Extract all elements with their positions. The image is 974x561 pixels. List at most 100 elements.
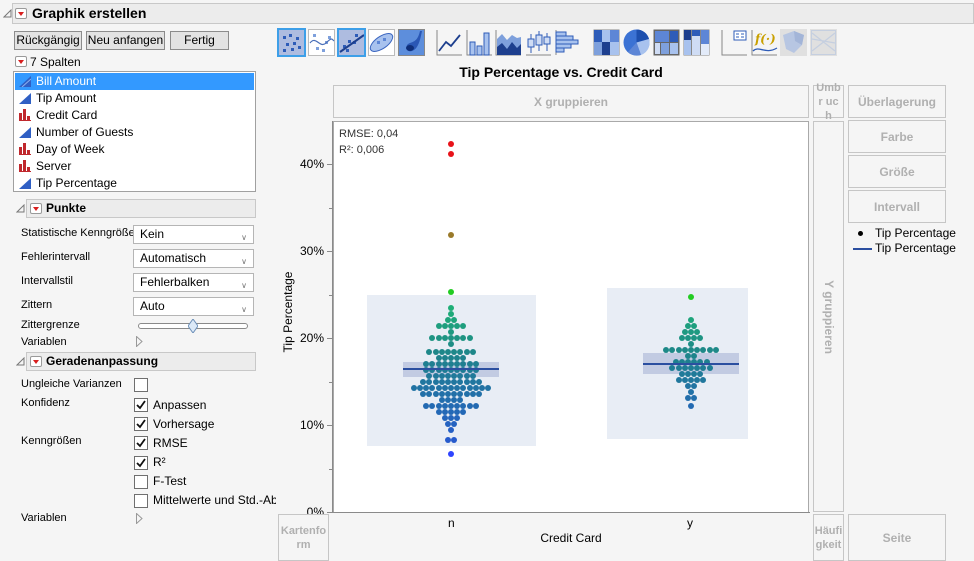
tool-caption-box[interactable]: [721, 29, 748, 56]
tool-points[interactable]: [277, 28, 306, 57]
data-point: [423, 403, 430, 409]
data-point: [448, 367, 454, 373]
unequal-variances-checkbox[interactable]: [134, 378, 148, 392]
tool-formula[interactable]: f(·): [751, 29, 778, 56]
x-axis-title[interactable]: Credit Card: [540, 531, 602, 545]
tool-box-plot[interactable]: [525, 29, 552, 56]
data-point: [441, 403, 448, 409]
r2-checkbox[interactable]: [134, 456, 148, 470]
data-point: [672, 359, 679, 365]
unequal-variances-label: Ungleiche Varianzen: [21, 378, 122, 390]
tool-treemap[interactable]: [653, 29, 680, 56]
column-list[interactable]: Bill Amount Tip Amount Credit Card Numbe…: [13, 71, 256, 192]
color-zone[interactable]: Farbe: [848, 120, 946, 153]
stat-select[interactable]: Kein ∨: [133, 225, 254, 244]
interval-zone[interactable]: Intervall: [848, 190, 946, 223]
column-item-tip-amount[interactable]: Tip Amount: [15, 90, 254, 107]
group-y-zone[interactable]: Y gruppieren: [813, 121, 844, 512]
data-point: [448, 415, 454, 421]
data-point: [688, 347, 694, 353]
data-point: [444, 391, 451, 397]
stats-label: Kenngrößen: [21, 435, 82, 447]
points-panel-header: [26, 199, 256, 218]
red-triangle-menu-icon[interactable]: [15, 8, 27, 19]
means-std-checkbox[interactable]: [134, 494, 148, 508]
r2-checkbox-label: R²: [153, 455, 166, 469]
legend-label-points: Tip Percentage: [875, 226, 956, 240]
data-point: [451, 379, 458, 385]
interval-style-select[interactable]: Fehlerbalken ∨: [133, 273, 254, 292]
expand-triangle-icon[interactable]: [136, 336, 143, 347]
data-point: [681, 377, 688, 383]
column-item-server[interactable]: Server: [15, 158, 254, 175]
points-menu-icon[interactable]: [30, 203, 42, 214]
y-axis-line: [332, 121, 333, 512]
freq-zone[interactable]: Häufi gkeit: [813, 514, 844, 561]
expand-triangle-icon[interactable]: [136, 513, 143, 524]
y-tick: [329, 295, 332, 296]
page-zone[interactable]: Seite: [848, 514, 946, 561]
collapse-triangle-icon[interactable]: [16, 357, 25, 366]
f-test-checkbox[interactable]: [134, 475, 148, 489]
fit-checkbox[interactable]: [134, 398, 148, 412]
data-point: [472, 385, 479, 391]
size-zone[interactable]: Größe: [848, 155, 946, 188]
column-item-day-of-week[interactable]: Day of Week: [15, 141, 254, 158]
data-point: [684, 383, 691, 389]
data-point: [448, 335, 454, 341]
y-tick-label: 30%: [299, 244, 324, 258]
overlay-zone[interactable]: Überlagerung: [848, 85, 946, 118]
y-tick-label: 20%: [299, 331, 324, 345]
restart-button[interactable]: Neu anfangen: [86, 31, 165, 50]
data-point: [466, 361, 473, 367]
map-shapes-icon: [783, 31, 804, 53]
data-point: [438, 373, 445, 379]
legend-line-icon: [853, 248, 872, 250]
data-point: [691, 383, 698, 389]
data-point: [469, 349, 476, 355]
tool-line[interactable]: [436, 29, 463, 56]
map-shape-zone[interactable]: Kartenfo rm: [278, 514, 329, 561]
data-point: [460, 403, 467, 409]
tool-mosaic[interactable]: [683, 29, 710, 56]
y-axis-title[interactable]: Tip Percentage: [281, 271, 295, 353]
collapse-triangle-icon[interactable]: [16, 204, 25, 213]
checkmark-icon: [136, 438, 146, 448]
jitter-select[interactable]: Auto ∨: [133, 297, 254, 316]
group-x-zone[interactable]: X gruppieren: [333, 85, 809, 118]
undo-button[interactable]: Rückgängig: [14, 31, 82, 50]
column-item-bill-amount[interactable]: Bill Amount: [15, 73, 254, 90]
line-of-fit-icon: [339, 30, 365, 55]
data-point: [429, 403, 436, 409]
slider-thumb-icon[interactable]: [188, 319, 198, 333]
points-variables-label: Variablen: [21, 336, 67, 348]
outlier-point: [448, 141, 454, 147]
data-point: [435, 323, 442, 329]
tool-pie[interactable]: [623, 29, 650, 56]
tool-line-of-fit[interactable]: [337, 28, 366, 57]
column-item-credit-card[interactable]: Credit Card: [15, 107, 254, 124]
tool-smoother[interactable]: [308, 29, 335, 56]
error-interval-select[interactable]: Automatisch ∨: [133, 249, 254, 268]
data-point: [688, 389, 694, 395]
tool-area[interactable]: [495, 29, 522, 56]
data-point: [669, 347, 676, 353]
wrap-zone[interactable]: Umbr uch: [813, 82, 844, 122]
done-button[interactable]: Fertig: [170, 31, 229, 50]
fit-menu-icon[interactable]: [30, 356, 42, 367]
tool-ellipse[interactable]: [368, 29, 395, 56]
data-point: [454, 323, 461, 329]
tool-heatmap[interactable]: [593, 29, 620, 56]
legend[interactable]: Tip Percentage Tip Percentage: [850, 226, 970, 258]
tool-bar[interactable]: [466, 29, 493, 56]
tool-histogram[interactable]: [555, 29, 582, 56]
column-item-tip-percentage[interactable]: Tip Percentage: [15, 175, 254, 192]
prediction-checkbox[interactable]: [134, 417, 148, 431]
column-item-number-of-guests[interactable]: Number of Guests: [15, 124, 254, 141]
rmse-checkbox[interactable]: [134, 436, 148, 450]
y-tick: [327, 164, 332, 165]
tool-contour[interactable]: [398, 29, 425, 56]
columns-menu-icon[interactable]: [15, 56, 27, 67]
collapse-triangle-icon[interactable]: [3, 9, 12, 18]
data-point: [457, 397, 464, 403]
